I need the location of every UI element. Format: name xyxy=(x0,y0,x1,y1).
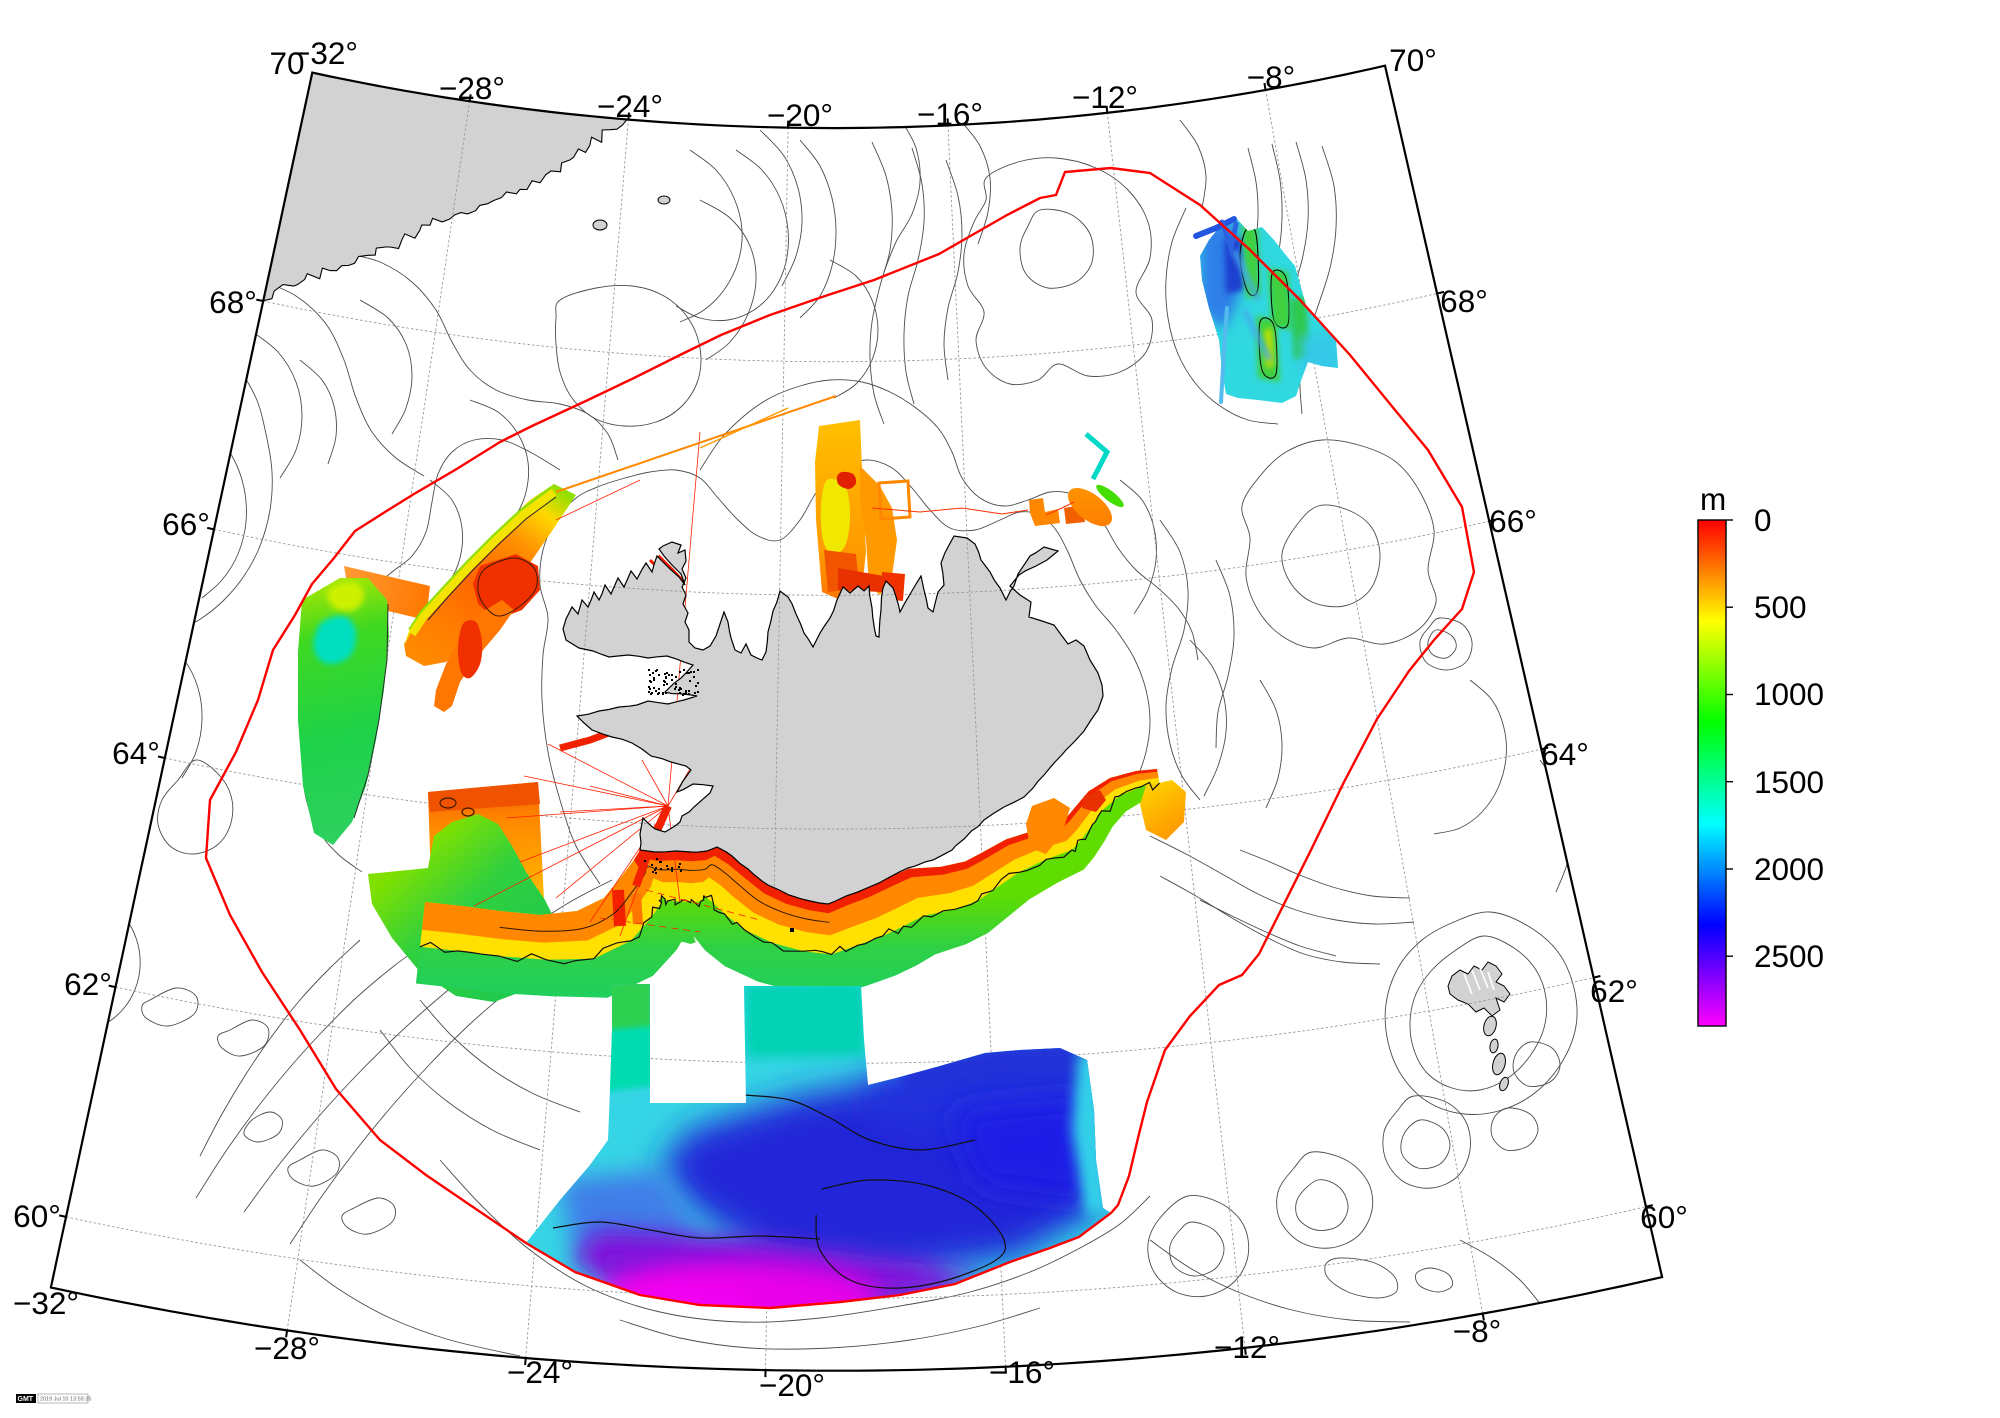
svg-text:−32°: −32° xyxy=(292,35,358,71)
svg-text:−20°: −20° xyxy=(759,1367,825,1403)
svg-text:66°: 66° xyxy=(162,506,210,542)
svg-text:62°: 62° xyxy=(64,966,112,1002)
svg-text:GMT: GMT xyxy=(18,1396,34,1403)
svg-text:0: 0 xyxy=(1754,502,1772,538)
svg-text:64°: 64° xyxy=(1541,736,1589,772)
svg-text:66°: 66° xyxy=(1489,503,1537,539)
svg-text:1500: 1500 xyxy=(1754,764,1824,800)
svg-text:68°: 68° xyxy=(209,284,257,320)
svg-text:−28°: −28° xyxy=(439,70,505,106)
svg-text:m: m xyxy=(1700,481,1726,517)
svg-text:60°: 60° xyxy=(1640,1199,1688,1235)
svg-text:500: 500 xyxy=(1754,589,1807,625)
svg-text:−8°: −8° xyxy=(1247,59,1296,95)
svg-text:2000: 2000 xyxy=(1754,851,1824,887)
svg-text:−16°: −16° xyxy=(989,1354,1055,1390)
svg-text:1000: 1000 xyxy=(1754,676,1824,712)
svg-text:−16°: −16° xyxy=(917,96,983,132)
svg-text:70°: 70° xyxy=(1389,42,1437,78)
svg-text:64°: 64° xyxy=(112,735,160,771)
svg-text:2500: 2500 xyxy=(1754,938,1824,974)
svg-text:−24°: −24° xyxy=(597,88,663,124)
svg-text:2019 Jul 10 13:59:35: 2019 Jul 10 13:59:35 xyxy=(40,1397,91,1403)
svg-text:62°: 62° xyxy=(1590,973,1638,1009)
svg-text:−12°: −12° xyxy=(1072,79,1138,115)
svg-text:−12°: −12° xyxy=(1214,1329,1280,1365)
svg-text:60°: 60° xyxy=(13,1198,61,1234)
svg-text:−8°: −8° xyxy=(1453,1313,1502,1349)
svg-text:68°: 68° xyxy=(1440,283,1488,319)
svg-text:−24°: −24° xyxy=(507,1354,573,1390)
svg-text:−32°: −32° xyxy=(13,1285,79,1321)
svg-text:−28°: −28° xyxy=(254,1330,320,1366)
svg-text:−20°: −20° xyxy=(767,97,833,133)
